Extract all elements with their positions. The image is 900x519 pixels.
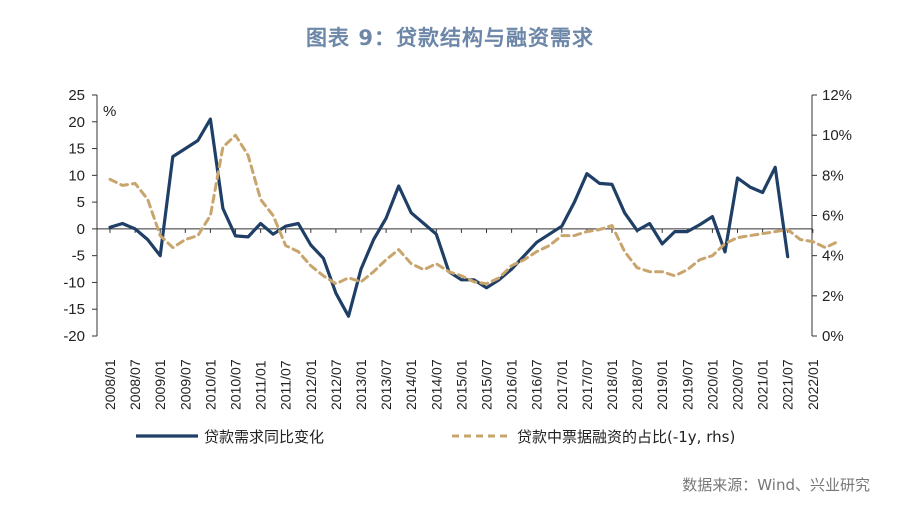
series-line-bill-financing-share [108,133,840,286]
chart-title: 图表 9：贷款结构与融资需求 [306,26,594,50]
series-line-loan-demand [108,117,790,318]
axes-layer: 2520151050-5-10-15-20%12%10%8%6%4%2%0%20… [63,87,852,410]
x-tick-label: 2021/01 [755,359,771,410]
x-tick-label: 2011/07 [278,360,294,410]
x-tick-label: 2009/07 [177,359,193,410]
right-tick-label: 4% [822,248,844,265]
legend: 贷款需求同比变化 贷款中票据融资的占比(-1y, rhs) [136,428,735,446]
x-tick-label: 2017/01 [554,359,570,410]
right-tick-label: 10% [822,127,852,144]
right-tick-label: 8% [822,167,844,184]
x-tick-label: 2017/07 [579,359,595,410]
right-tick-label: 6% [822,208,844,225]
left-tick-label: -20 [63,328,85,345]
left-tick-label: 5 [77,194,85,211]
left-tick-label: -15 [63,301,85,318]
zero-line-layer [97,228,814,233]
x-tick-label: 2018/07 [629,359,645,410]
left-tick-label: 25 [68,87,85,104]
left-axis-unit: % [103,103,116,120]
left-tick-label: -5 [72,248,85,265]
x-tick-label: 2014/07 [428,359,444,410]
source-note: 数据来源：Wind、兴业研究 [682,476,870,494]
x-tick-label: 2020/07 [730,359,746,410]
left-tick-label: 0 [77,221,85,238]
x-tick-label: 2010/07 [228,359,244,410]
legend-label-loan-demand: 贷款需求同比变化 [204,428,324,446]
x-tick-label: 2020/01 [704,359,720,410]
x-tick-label: 2019/01 [654,359,670,410]
x-tick-label: 2021/07 [780,359,796,410]
right-tick-label: 12% [822,87,852,104]
x-tick-label: 2011/01 [253,360,269,410]
legend-label-bill-financing-share: 贷款中票据融资的占比(-1y, rhs) [517,428,735,446]
left-tick-label: 20 [68,114,85,131]
x-tick-label: 2016/07 [529,359,545,410]
x-tick-label: 2012/01 [303,359,319,410]
left-tick-label: 10 [68,167,85,184]
x-tick-label: 2018/01 [604,359,620,410]
x-tick-label: 2015/07 [479,359,495,410]
x-tick-label: 2016/01 [504,359,520,410]
x-tick-label: 2009/01 [152,359,168,410]
x-tick-label: 2008/07 [127,359,143,410]
right-tick-label: 2% [822,288,844,305]
x-tick-label: 2013/01 [353,359,369,410]
x-tick-label: 2010/01 [202,359,218,410]
x-tick-label: 2014/01 [403,359,419,410]
x-tick-label: 2015/01 [453,359,469,410]
x-tick-label: 2022/01 [805,359,821,410]
right-tick-label: 0% [822,328,844,345]
left-tick-label: -10 [63,274,85,291]
x-tick-label: 2019/07 [679,359,695,410]
left-tick-label: 15 [68,141,85,158]
series-layer [108,117,840,318]
x-tick-label: 2013/07 [378,359,394,410]
x-tick-label: 2012/07 [328,359,344,410]
x-tick-label: 2008/01 [102,359,118,410]
